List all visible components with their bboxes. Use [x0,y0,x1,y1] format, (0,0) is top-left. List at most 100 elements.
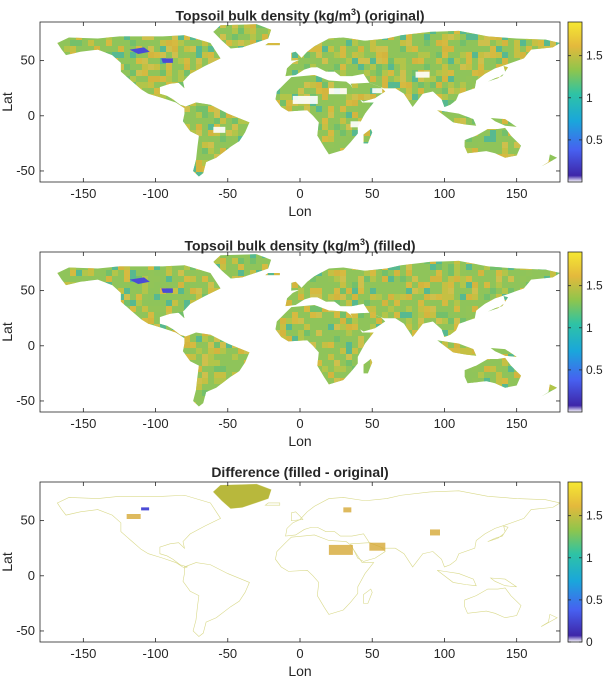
x-axis-label: Lon [288,203,311,219]
landmass-europe-asia [285,260,560,337]
x-tick-label: 100 [434,416,456,431]
x-tick-label: 150 [506,186,528,201]
colorbar-tick-label: 0 [586,635,593,649]
x-tick-label: 0 [296,416,303,431]
x-tick-label: 100 [434,646,456,661]
coverage-gap-5 [350,121,361,128]
coverage-gap-6 [213,126,226,133]
coastline-north-america [56,494,221,569]
chart-title-tail: ) (original) [356,7,425,24]
plot-area [57,254,560,407]
low-density-region-2 [161,58,173,63]
y-tick-label: 0 [28,568,35,583]
chart-title: Topsoil bulk density (kg/m3) (filled) [40,234,560,254]
colorbar-tick-label: 0.5 [586,133,603,147]
chart-title-main: Difference (filled - original) [211,464,389,480]
map-panel-2: Topsoil bulk density (kg/m3) (filled) -15… [0,230,611,460]
x-axis-label: Lon [288,663,311,679]
x-tick-label: -50 [218,416,237,431]
coastline-uk [291,511,304,521]
colorbar-tick-label: 1 [586,91,593,105]
map-svg: -150 -100 -50 0 50 100 150 -50 0 50 Lon Lat 0.5 1 1.5 [0,251,603,449]
y-axis-label: Lat [0,552,15,572]
difference-patch-greenland [213,484,272,509]
plot-area [57,24,560,177]
x-tick-label: 0 [296,186,303,201]
low-density-region-1 [129,47,150,54]
y-tick-label: -50 [16,163,35,178]
difference-patch-blue [141,507,150,511]
chart-title-main: Topsoil bulk density (kg/m [184,237,360,254]
y-axis-label: Lat [0,92,15,112]
x-tick-label: -100 [143,646,169,661]
colorbar-tick-label: 0.5 [586,363,603,377]
colorbar-tick-label: 1 [586,551,593,565]
x-tick-label: -150 [70,416,96,431]
colorbar [567,481,583,643]
x-tick-label: -100 [143,416,169,431]
chart-title-tail: ) (filled) [365,237,416,254]
plot-area [56,483,560,637]
x-tick-label: 50 [365,646,379,661]
difference-patch-5 [343,507,352,513]
chart-title-main: Topsoil bulk density (kg/m [175,7,352,24]
difference-patch-2 [369,542,386,551]
colorbar-tick-label: 1 [586,321,593,335]
y-tick-label: 50 [21,53,35,68]
coastline-south-america [182,562,250,637]
x-tick-label: 150 [506,416,528,431]
low-density-region-2 [161,288,173,293]
colorbar [567,251,583,413]
colorbar-tick-label: 1.5 [586,509,603,523]
x-tick-label: 150 [506,646,528,661]
y-tick-label: 50 [21,513,35,528]
difference-patch-3 [430,529,440,536]
chart-title-superscript: 3 [351,7,357,17]
x-tick-label: 0 [296,646,303,661]
chart-title: Difference (filled - original) [40,464,560,480]
x-tick-label: 50 [365,186,379,201]
y-tick-label: 0 [28,108,35,123]
coverage-gap-4 [415,71,430,78]
x-tick-label: -150 [70,186,96,201]
y-tick-label: 50 [21,283,35,298]
chart-title: Topsoil bulk density (kg/m3) (original) [40,4,560,24]
coverage-gap-3 [372,88,383,94]
x-tick-label: 100 [434,186,456,201]
difference-patch-4 [126,514,141,519]
map-svg: -150 -100 -50 0 50 100 150 -50 0 50 Lon Lat 0.5 1 1.5 [0,21,603,219]
map-panel-1: Topsoil bulk density (kg/m3) (original) -… [0,0,611,230]
chart-title-superscript: 3 [359,237,365,247]
x-axis-label: Lon [288,433,311,449]
y-tick-label: -50 [16,393,35,408]
coastline-new-zealand [541,613,558,627]
coverage-gap-2 [328,88,347,95]
coastline-africa [275,534,375,615]
x-tick-label: -150 [70,646,96,661]
x-tick-label: -100 [143,186,169,201]
coastline-new-guinea [489,577,517,588]
colorbar-tick-label: 0.5 [586,593,603,607]
coastline-madagascar [363,588,373,604]
coastline-japan [487,525,509,542]
coastline-europe-asia [285,490,560,568]
map-panel-3: Difference (filled - original) -150 -100 -5… [0,460,611,690]
y-axis-label: Lat [0,322,15,342]
low-density-region-1 [129,277,150,284]
y-tick-label: -50 [16,623,35,638]
coverage-gap-1 [292,95,318,104]
x-tick-label: 50 [365,416,379,431]
axes-frame [39,481,561,643]
colorbar [567,21,583,183]
landmass-new-zealand [541,384,558,397]
x-tick-label: -50 [218,186,237,201]
x-tick-label: -50 [218,646,237,661]
coastline-australia [464,587,522,619]
difference-patch-1 [328,544,353,555]
colorbar-tick-label: 1.5 [586,49,603,63]
map-svg: -150 -100 -50 0 50 100 150 -50 0 50 Lon Lat 0 0.5 1 1.5 [0,481,603,679]
y-tick-label: 0 [28,338,35,353]
coastline-indonesia [437,569,477,587]
coastline-iceland [264,502,281,506]
